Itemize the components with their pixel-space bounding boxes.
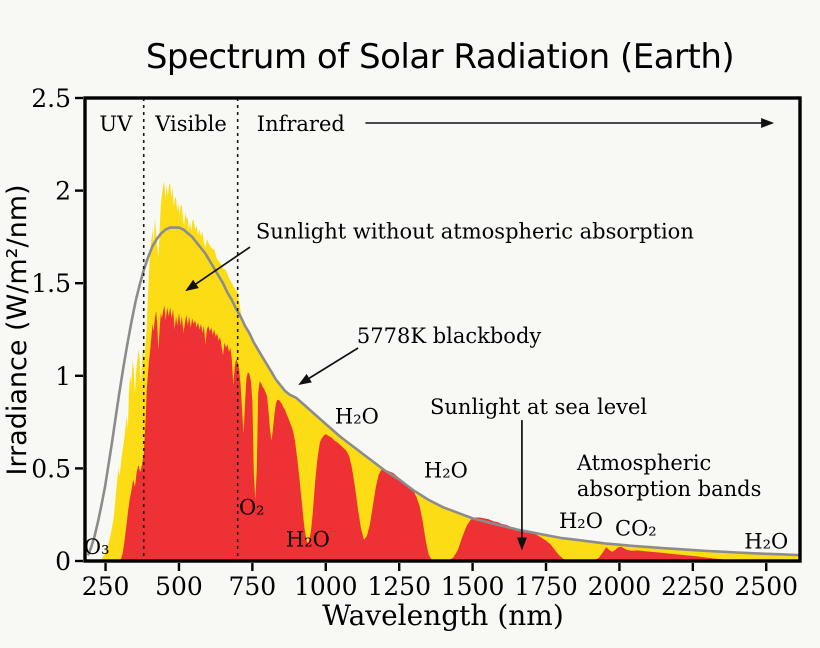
y-tick-label: 2.5 [31, 84, 71, 113]
x-tick-label: 500 [155, 572, 203, 601]
annotation-arrow-extraterrestrial [185, 246, 251, 292]
x-tick-label: 750 [229, 572, 277, 601]
x-tick-label: 1500 [441, 572, 505, 601]
x-tick-label: 250 [82, 572, 130, 601]
blackbody-curve [86, 226, 801, 557]
sea_level-area [120, 305, 753, 561]
y-tick-label: 2 [55, 177, 71, 206]
annotation-absorption-bands: absorption bands [577, 477, 762, 501]
plot-frame [83, 96, 802, 563]
y-tick-label: 0.5 [31, 454, 71, 483]
x-tick-label: 1750 [514, 572, 578, 601]
region-label-infrared: Infrared [257, 112, 345, 136]
molecule-label: H₂O [424, 458, 468, 482]
molecule-label: CO₂ [615, 517, 657, 541]
molecule-label: H₂O [286, 528, 330, 552]
y-tick-label: 1 [55, 362, 71, 391]
x-tick-label: 2250 [661, 572, 725, 601]
y-axis-title: Irradiance (W/m²/nm) [2, 184, 33, 475]
annotation-absorption-bands: Atmospheric [576, 451, 711, 475]
annotation-extraterrestrial: Sunlight without atmospheric absorption [256, 219, 694, 243]
molecule-label: H₂O [744, 530, 788, 554]
x-tick-label: 1250 [367, 572, 431, 601]
chart-title: Spectrum of Solar Radiation (Earth) [146, 37, 734, 77]
y-tick-label: 1.5 [31, 269, 71, 298]
annotation-sea-level: Sunlight at sea level [430, 395, 647, 419]
annotation-arrow-blackbody [298, 347, 359, 386]
molecule-label: H₂O [559, 509, 603, 533]
y-tick-label: 0 [55, 547, 71, 576]
x-axis-title: Wavelength (nm) [322, 599, 564, 632]
annotation-blackbody: 5778K blackbody [357, 324, 542, 348]
region-label-visible: Visible [154, 112, 227, 136]
molecule-label: O₃ [84, 535, 110, 559]
plot-content: UV Visible Infrared 250 500 750 1000 1250 1500 17… [31, 84, 801, 601]
molecule-label: H₂O [335, 405, 379, 429]
x-tick-label: 2000 [588, 572, 652, 601]
region-label-uv: UV [99, 112, 133, 136]
x-tick-label: 2500 [734, 572, 798, 601]
x-tick-label: 1000 [294, 572, 358, 601]
molecule-label: O₂ [239, 495, 265, 519]
